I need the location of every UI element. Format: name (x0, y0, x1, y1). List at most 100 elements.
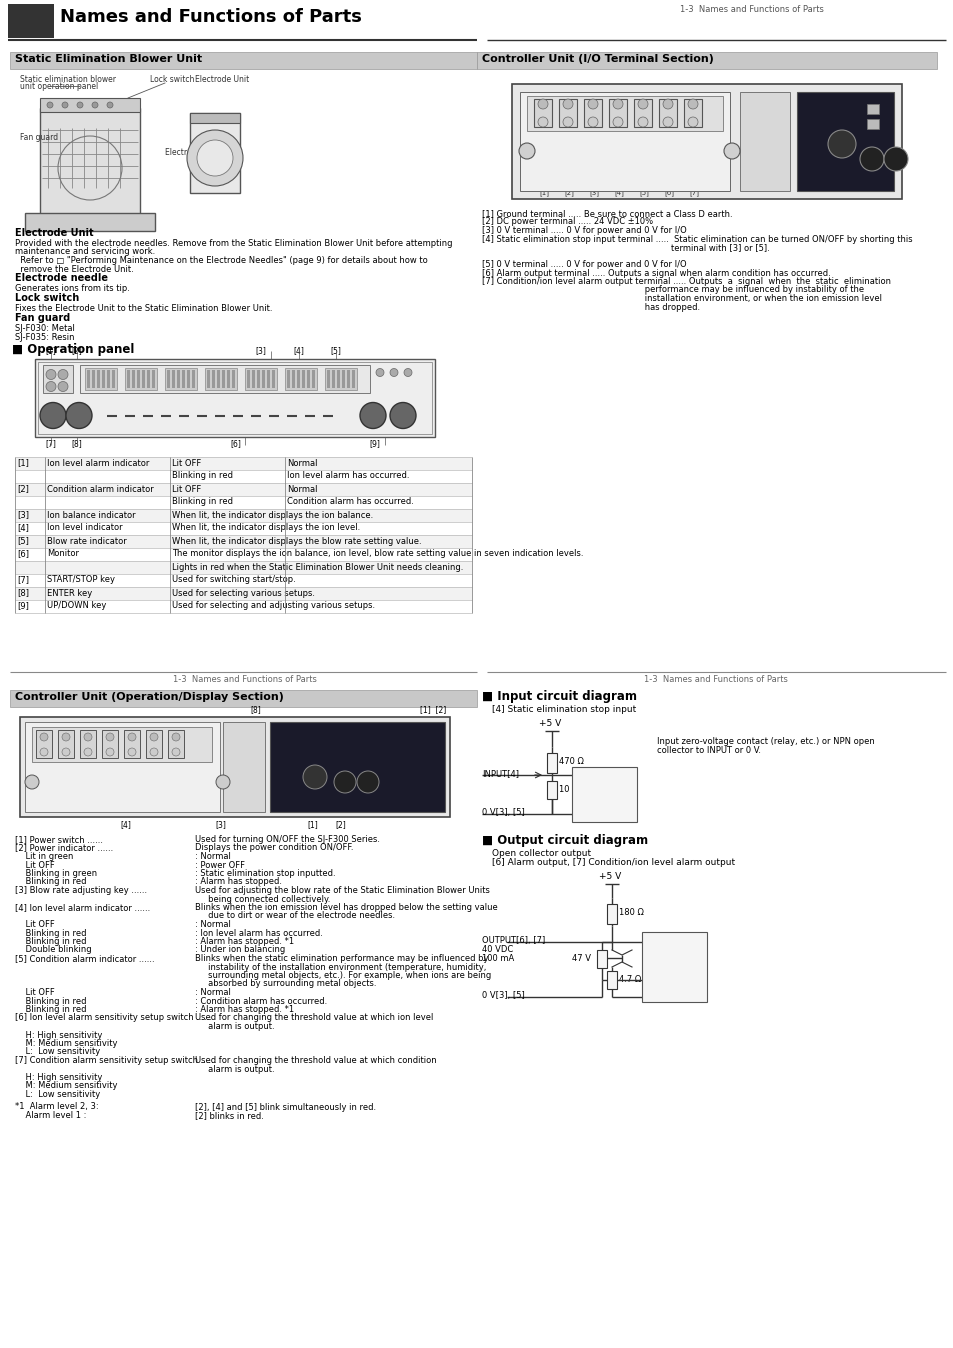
Bar (15, 561, 472, 573)
Text: [2]: [2] (563, 189, 574, 195)
Bar (332, 369, 335, 387)
Bar (352, 369, 355, 387)
Bar (245, 368, 276, 390)
Bar (526, 96, 722, 131)
Text: Blinking in red: Blinking in red (15, 937, 87, 946)
Text: Blinking in red: Blinking in red (15, 929, 87, 937)
Bar (15, 600, 472, 612)
Bar (336, 369, 339, 387)
Text: Lit OFF: Lit OFF (172, 484, 201, 493)
Text: [5] Condition alarm indicator ......: [5] Condition alarm indicator ...... (15, 954, 154, 962)
Text: Blinking in red: Blinking in red (15, 1006, 87, 1014)
Bar (232, 369, 234, 387)
Bar (558, 98, 577, 127)
Bar (25, 213, 154, 231)
Text: Lock switch: Lock switch (15, 293, 79, 303)
Text: [2]: [2] (17, 484, 29, 493)
Bar (32, 727, 212, 762)
Circle shape (662, 98, 672, 109)
Bar (25, 723, 220, 811)
Text: +5 V: +5 V (598, 872, 620, 882)
Bar (85, 368, 117, 390)
Bar (866, 119, 878, 129)
Circle shape (58, 381, 68, 391)
Circle shape (356, 771, 378, 793)
Text: [6] Alarm output, [7] Condition/ion level alarm output: [6] Alarm output, [7] Condition/ion leve… (492, 857, 735, 867)
Text: H: H (230, 751, 235, 760)
Text: : Normal: : Normal (194, 852, 231, 861)
Text: [7]: [7] (688, 189, 699, 195)
Circle shape (172, 748, 180, 756)
Text: [2], [4] and [5] blink simultaneously in red.: [2], [4] and [5] blink simultaneously in… (194, 1103, 375, 1112)
Text: Blinking in red: Blinking in red (172, 497, 233, 507)
Text: [2] DC power terminal ..... 24 VDC ±10%: [2] DC power terminal ..... 24 VDC ±10% (481, 217, 653, 226)
Text: Monitor: Monitor (47, 550, 79, 558)
Bar (152, 369, 154, 387)
Circle shape (215, 775, 230, 789)
Text: : Static elimination stop inputted.: : Static elimination stop inputted. (194, 869, 335, 878)
Bar (285, 368, 316, 390)
Circle shape (587, 98, 598, 109)
Text: [3]: [3] (588, 189, 598, 195)
Bar (40, 108, 140, 218)
Bar (124, 731, 140, 758)
Text: [4] Ion level alarm indicator ......: [4] Ion level alarm indicator ...... (15, 903, 150, 913)
Text: Double blinking: Double blinking (15, 945, 91, 954)
Text: Generates ions from its tip.: Generates ions from its tip. (15, 284, 130, 293)
Text: Used for switching start/stop.: Used for switching start/stop. (172, 576, 295, 585)
Text: Condition alarm has occurred.: Condition alarm has occurred. (287, 497, 414, 507)
Text: [3] Blow rate adjusting key ......: [3] Blow rate adjusting key ...... (15, 886, 147, 895)
Text: [3]: [3] (254, 346, 266, 356)
Text: [5]: [5] (330, 346, 340, 356)
Text: Lit in green: Lit in green (15, 852, 73, 861)
Circle shape (77, 102, 83, 108)
Text: [1]  [2]: [1] [2] (419, 705, 446, 714)
Text: Ion balance indicator: Ion balance indicator (47, 511, 135, 519)
Text: L: L (230, 735, 234, 744)
Text: 40 VDC: 40 VDC (481, 945, 513, 954)
Text: [5]: [5] (17, 537, 29, 546)
Circle shape (40, 733, 48, 741)
Bar (127, 369, 130, 387)
Circle shape (537, 117, 547, 127)
Text: Used for changing the threshold value at which condition: Used for changing the threshold value at… (194, 1055, 436, 1065)
Text: Open collector output: Open collector output (492, 849, 591, 857)
Bar (8, 4, 54, 38)
Text: [7] Condition/ion level alarm output terminal ..... Outputs  a  signal  when  th: [7] Condition/ion level alarm output ter… (481, 276, 890, 286)
Text: Electrode Unit: Electrode Unit (15, 228, 93, 239)
Circle shape (375, 368, 384, 376)
Text: Electrode Unit: Electrode Unit (194, 75, 249, 84)
Circle shape (390, 403, 416, 429)
Circle shape (196, 140, 233, 177)
Text: ◄: ◄ (369, 412, 376, 422)
Bar (546, 754, 557, 772)
Text: Static Elimination Blower Unit: Static Elimination Blower Unit (15, 54, 202, 63)
Circle shape (46, 369, 56, 380)
Circle shape (562, 98, 573, 109)
Text: SJ-F300: SJ-F300 (811, 111, 842, 120)
Text: ◄: ◄ (868, 156, 874, 166)
Text: 0 V[3], [5]: 0 V[3], [5] (481, 807, 524, 817)
Text: Refer to □ "Performing Maintenance on the Electrode Needles" (page 9) for detail: Refer to □ "Performing Maintenance on th… (15, 256, 427, 266)
Text: [1]: [1] (45, 346, 55, 356)
Bar (227, 369, 230, 387)
Bar (641, 931, 706, 1002)
Text: Used for changing the threshold value at which ion level: Used for changing the threshold value at… (194, 1014, 433, 1023)
Text: M: M (230, 743, 236, 752)
Text: Electrode needle: Electrode needle (15, 274, 108, 283)
Bar (167, 369, 170, 387)
Bar (606, 905, 617, 923)
Text: Alarm level 1 :: Alarm level 1 : (15, 1111, 87, 1120)
Text: 1-3  Names and Functions of Parts: 1-3 Names and Functions of Parts (172, 675, 316, 683)
Circle shape (859, 147, 883, 171)
Bar (43, 364, 73, 392)
Text: Blinking in green: Blinking in green (15, 869, 97, 878)
Text: [1] Power switch ......: [1] Power switch ...... (15, 834, 103, 844)
Text: M: Medium sensitivity: M: Medium sensitivity (15, 1081, 117, 1091)
Text: Ion level alarm indicator: Ion level alarm indicator (47, 458, 150, 468)
Text: Circuit: Circuit (581, 795, 609, 803)
Text: : Power OFF: : Power OFF (194, 860, 245, 869)
Circle shape (187, 129, 243, 186)
Text: 180 Ω: 180 Ω (618, 909, 643, 917)
Bar (87, 369, 90, 387)
